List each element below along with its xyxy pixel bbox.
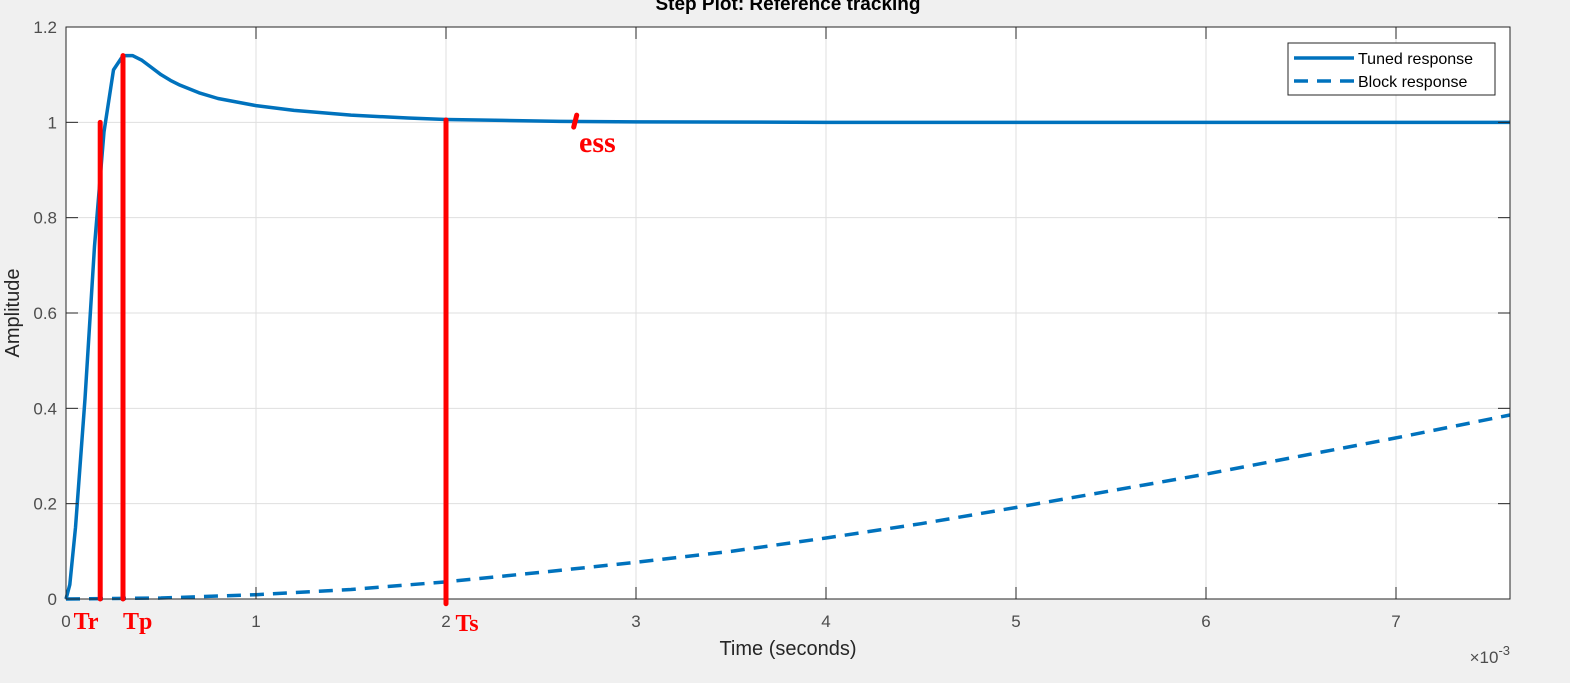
y-tick-label-3: 0.6	[33, 304, 57, 323]
x-tick-label-3: 3	[631, 612, 640, 631]
annotation-layer: Tr Tp Ts ess	[74, 53, 616, 637]
series-line-block-response	[65, 413, 1511, 601]
legend-box	[1287, 42, 1496, 96]
legend-label-block-response: Block response	[1358, 74, 1467, 91]
axis-ticks: 0 1 2 3 4 5 6 7 0 0.2 0.4 0.6 0.8 1 1.2	[33, 18, 1510, 631]
annotation-label-ess: ess	[579, 126, 616, 159]
x-tick-label-7: 7	[1391, 612, 1400, 631]
annotation-label-tp: Tp	[123, 609, 152, 635]
annotation-label-tr: Tr	[74, 609, 99, 635]
y-tick-label-5: 1	[48, 113, 57, 132]
y-axis-label: Amplitude	[2, 269, 24, 358]
annotation-label-ts: Ts	[456, 611, 479, 637]
y-tick-label-2: 0.4	[33, 399, 57, 418]
y-tick-label-1: 0.2	[33, 495, 57, 514]
x-axis-exponent-power: -3	[1498, 643, 1510, 658]
x-tick-label-6: 6	[1201, 612, 1210, 631]
annotation-mark-ess	[571, 112, 580, 130]
legend-label-tuned-response: Tuned response	[1358, 51, 1473, 68]
x-tick-label-0: 0	[61, 612, 70, 631]
x-tick-label-5: 5	[1011, 612, 1020, 631]
x-tick-label-2: 2	[441, 612, 450, 631]
x-axis-label: Time (seconds)	[719, 638, 856, 660]
y-tick-label-6: 1.2	[33, 18, 57, 37]
x-axis-exponent: ×10-3	[1470, 643, 1510, 667]
x-axis-exponent-base: ×10	[1470, 648, 1499, 667]
x-tick-label-4: 4	[821, 612, 830, 631]
y-tick-label-4: 0.8	[33, 209, 57, 228]
x-tick-label-1: 1	[251, 612, 260, 631]
y-tick-label-0: 0	[48, 590, 57, 609]
legend: Tuned response Block response	[1287, 42, 1496, 96]
chart-title: Step Plot: Reference tracking	[655, 0, 920, 15]
